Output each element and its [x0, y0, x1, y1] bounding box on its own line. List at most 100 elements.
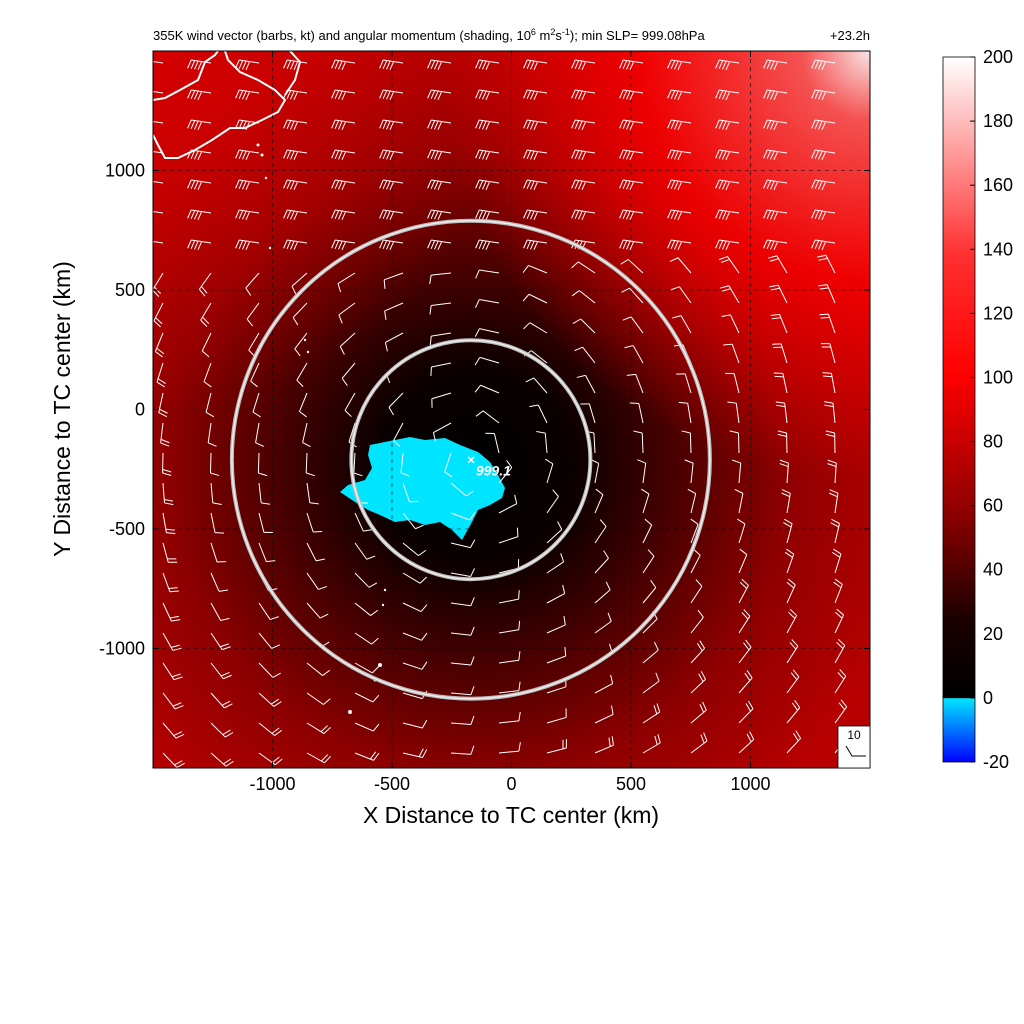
wind-barb — [258, 482, 271, 505]
wind-barb — [681, 430, 692, 454]
wind-barb — [786, 669, 800, 694]
wind-barb — [498, 494, 518, 514]
x-tick-label: 500 — [616, 774, 646, 794]
wind-barb — [379, 209, 404, 221]
wind-barb — [384, 332, 404, 352]
wind-barb — [393, 422, 404, 448]
wind-barb — [294, 332, 308, 357]
wind-barb — [339, 332, 356, 355]
center-x-icon: × — [467, 452, 475, 468]
wind-barb — [402, 632, 428, 641]
x-axis: -1000 -500 0 500 1000 — [249, 51, 771, 794]
wind-barb — [738, 578, 749, 604]
wind-barb — [354, 602, 379, 616]
wind-barbs — [153, 59, 848, 768]
wind-barb — [331, 59, 356, 71]
wind-barb — [529, 404, 548, 424]
wind-barb — [818, 284, 836, 304]
wind-barb — [210, 752, 234, 767]
wind-barb — [156, 362, 166, 388]
wind-barb — [475, 269, 500, 279]
wind-barb — [523, 322, 548, 334]
wind-barb — [571, 209, 596, 221]
coastline — [153, 51, 302, 159]
wind-barb — [475, 410, 500, 424]
wind-barb — [306, 692, 331, 705]
wind-barb — [450, 597, 475, 607]
wind-barb — [431, 392, 452, 408]
wind-barb — [690, 518, 699, 544]
wind-barb — [777, 430, 788, 454]
wind-barb — [781, 489, 791, 514]
wind-barb — [306, 572, 328, 590]
colorbar-tick-label: 200 — [983, 47, 1013, 67]
wind-barb — [811, 209, 836, 221]
wind-barb — [337, 272, 356, 293]
wind-barb — [594, 674, 614, 694]
wind-barb — [427, 179, 452, 191]
wind-barb — [210, 692, 233, 709]
wind-barb — [162, 752, 185, 768]
wind-barb — [187, 149, 212, 161]
wind-barb — [523, 209, 548, 221]
wind-barb — [306, 512, 323, 533]
wind-barb — [784, 548, 795, 574]
wind-barb — [379, 179, 404, 191]
wind-barb — [475, 298, 500, 308]
wind-barb — [291, 272, 308, 295]
wind-barb — [306, 722, 331, 734]
wind-barb — [783, 518, 793, 544]
wind-barb — [619, 89, 644, 101]
wind-barb — [427, 89, 452, 101]
wind-barb — [187, 119, 212, 131]
wind-barb — [498, 651, 521, 664]
wind-barb — [523, 119, 548, 131]
wind-barb — [629, 402, 644, 424]
wind-barb — [402, 572, 427, 584]
wind-barb — [834, 608, 845, 634]
wind-barb — [258, 692, 282, 707]
wind-barb — [523, 89, 548, 101]
wind-barb — [354, 722, 380, 732]
wind-barb — [331, 89, 356, 101]
colorbar-tick-label: 120 — [983, 303, 1013, 323]
colorbar-gradient — [942, 56, 976, 763]
wind-barb — [594, 581, 611, 604]
wind-barb — [444, 452, 453, 478]
wind-barb — [154, 332, 165, 358]
negative-region — [340, 437, 505, 540]
wind-barb — [732, 459, 742, 484]
wind-barb — [209, 452, 220, 477]
wind-barb — [475, 179, 500, 191]
wind-barb — [641, 488, 650, 514]
wind-barb — [306, 602, 329, 619]
wind-barb — [523, 239, 548, 251]
colorbar-tick-label: 0 — [983, 688, 993, 708]
wind-barb — [626, 373, 644, 394]
wind-barb — [162, 602, 181, 622]
wind-barb — [715, 89, 740, 101]
y-tick-label: -1000 — [99, 639, 145, 659]
wind-barb — [633, 430, 644, 454]
wind-barb — [667, 239, 692, 251]
wind-barb — [773, 372, 788, 394]
wind-barb — [690, 609, 704, 634]
wind-barb — [676, 373, 692, 394]
wind-barb — [400, 452, 410, 477]
wind-barb — [210, 542, 227, 563]
wind-barb — [450, 512, 476, 521]
wind-barb — [474, 328, 500, 337]
wind-barb — [162, 542, 178, 563]
wind-barb — [642, 672, 660, 694]
wind-barb — [619, 119, 644, 131]
wind-barb — [622, 316, 644, 334]
wind-barb — [210, 512, 225, 534]
wind-barb — [427, 119, 452, 131]
wind-barb — [594, 488, 604, 514]
wind-barb — [738, 700, 754, 724]
wind-barb — [450, 482, 474, 497]
wind-barb — [715, 209, 740, 221]
wind-barb — [153, 302, 164, 328]
wind-barb — [384, 302, 404, 320]
